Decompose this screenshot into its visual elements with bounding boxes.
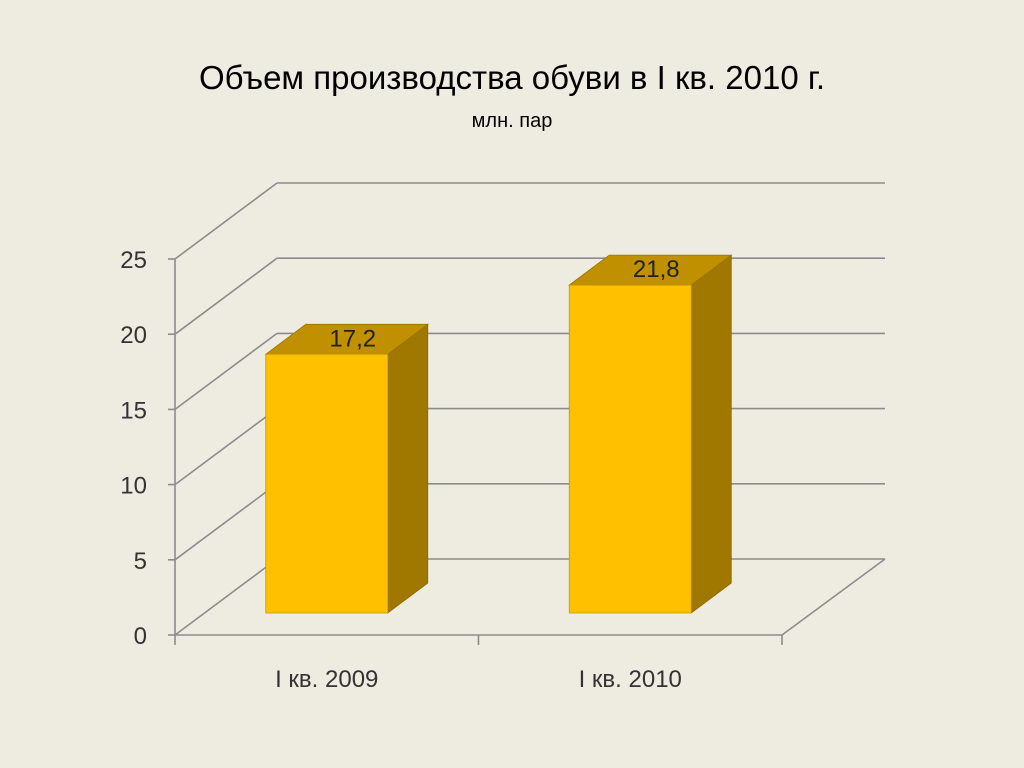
bar-side-1 (690, 254, 732, 614)
y-tick-label-10: 10 (120, 473, 147, 500)
gridline-side-20 (174, 257, 278, 335)
x-tick-label-1: I кв. 2010 (579, 666, 682, 693)
data-label-1: 21,8 (633, 256, 680, 283)
bar-1 (568, 284, 692, 614)
gridline-side-15 (174, 332, 278, 411)
gridline-side-25 (174, 182, 278, 260)
data-label-0: 17,2 (329, 325, 376, 352)
gridline-side-0 (174, 558, 278, 636)
y-tick-label-20: 20 (120, 322, 147, 349)
y-tick-label-25: 25 (120, 247, 147, 274)
bar-0 (265, 353, 389, 614)
chart-subtitle: млн. пар (471, 110, 553, 132)
x-tick-label-0: I кв. 2009 (275, 666, 378, 693)
bar-side-0 (387, 323, 429, 614)
chart-title: Объем производства обуви в I кв. 2010 г. (198, 59, 826, 96)
gridline-side-10 (174, 407, 278, 486)
y-tick-label-15: 15 (120, 397, 147, 424)
floor-right-edge (781, 558, 886, 636)
y-tick-label-5: 5 (134, 548, 147, 575)
y-tick-label-0: 0 (134, 623, 147, 650)
gridline-side-5 (174, 483, 278, 561)
